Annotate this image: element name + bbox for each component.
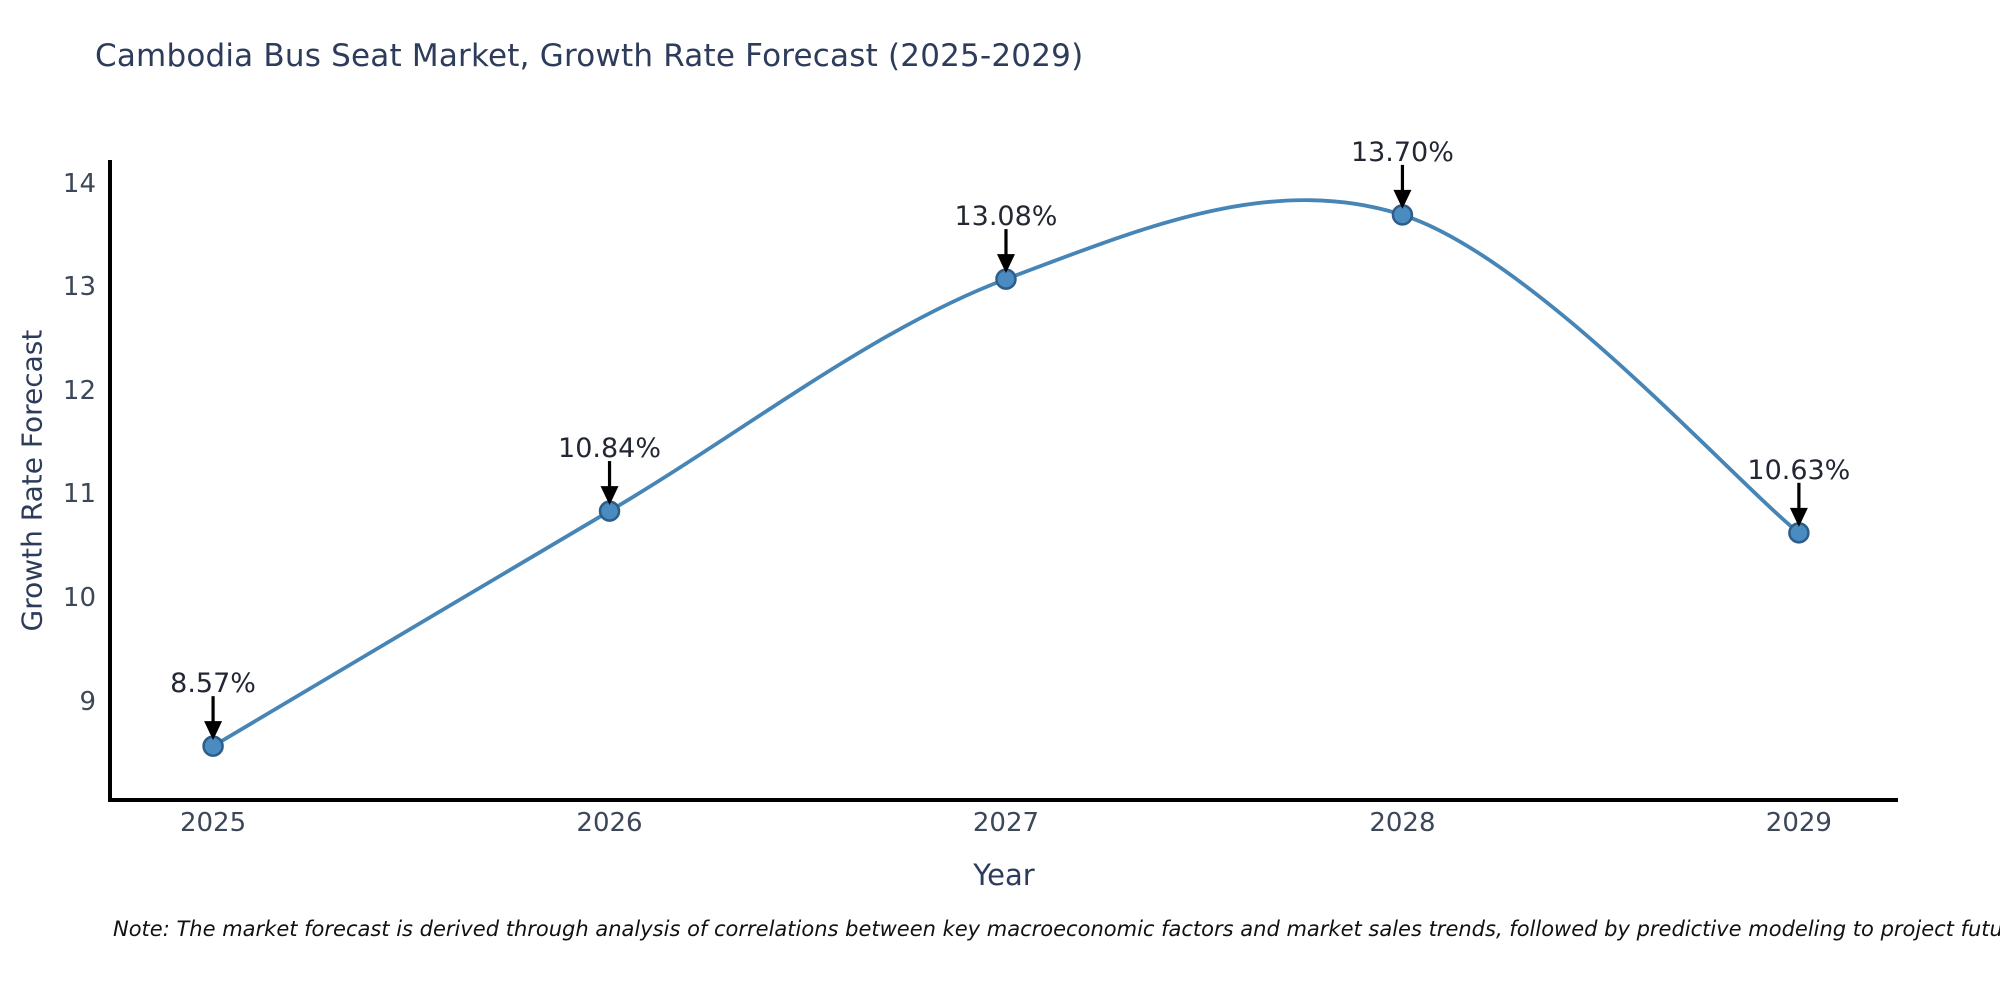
annotation-arrow-head [1393,189,1412,209]
x-tick-label: 2028 [1369,808,1436,838]
x-tick-label: 2029 [1765,808,1832,838]
annotation-arrow-head [204,721,223,741]
x-tick-label: 2026 [576,808,643,838]
y-tick-label: 13 [62,272,96,303]
y-tick-label: 10 [62,583,96,614]
data-point-label: 10.63% [1747,454,1851,486]
data-point-label: 13.70% [1350,136,1454,168]
data-point-label: 13.08% [954,201,1058,233]
annotation-arrow-head [1789,507,1808,527]
data-point-label: 8.57% [170,668,256,700]
footnote: Note: The market forecast is derived thr… [113,917,2000,941]
annotation-arrow-head [600,486,619,506]
y-tick-label: 12 [62,375,96,406]
annotation-arrow-head [996,254,1015,274]
chart-title: Cambodia Bus Seat Market, Growth Rate Fo… [95,38,1084,74]
x-tick-label: 2025 [179,808,247,838]
x-tick-label: 2027 [972,808,1040,838]
y-tick-label: 14 [62,168,96,199]
data-point-label: 10.84% [558,433,661,465]
y-tick-label: 11 [62,479,96,510]
x-axis-title: Year [973,858,1035,892]
y-tick-label: 9 [79,686,96,717]
